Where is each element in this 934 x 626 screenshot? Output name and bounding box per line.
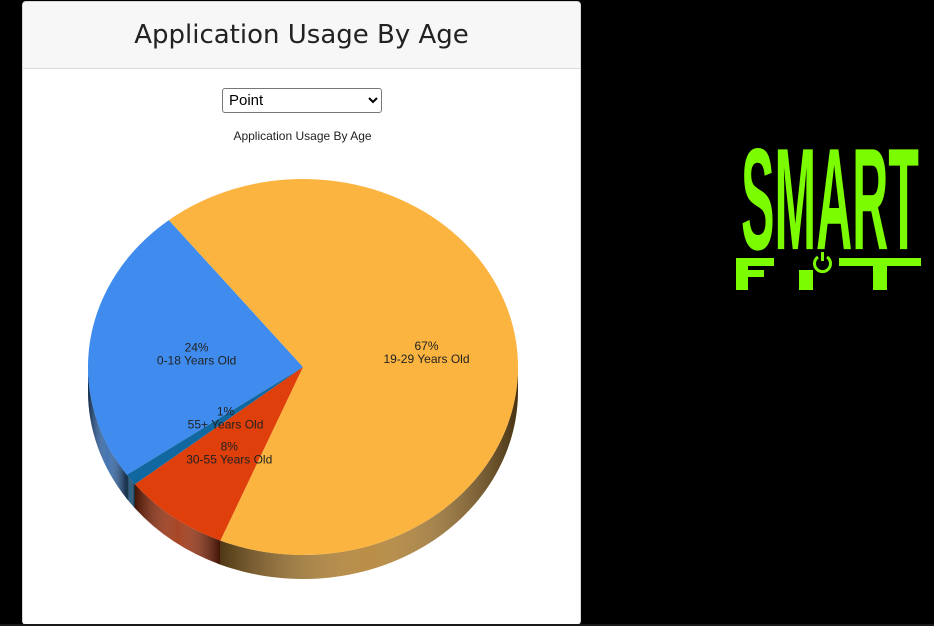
pie-slice-19-29-years-old[interactable] [168,179,518,555]
pie-label-value: 24% [185,341,209,355]
pie-labels: 24% 0-18 Years Old 67% 19-29 Years Old 8% 30-… [157,339,470,467]
pie-side-shade [126,474,135,509]
pie-chart: 24% 0-18 Years Old 67% 19-29 Years Old 8% 30-… [88,179,518,579]
pie-label-name: 55+ Years Old [188,418,264,432]
pie-label-value: 67% [414,339,438,353]
pie-slice-30-55-years-old[interactable] [134,367,303,541]
pie-side-shade [88,367,127,499]
pie-label-value: 1% [217,405,235,419]
pie-label: 24% 0-18 Years Old [157,341,236,368]
pie-label-value: 8% [221,440,239,454]
pie-label: 67% 19-29 Years Old [383,339,469,366]
pie-label-name: 0-18 Years Old [157,354,236,368]
chart-type-select[interactable]: Point [222,88,382,113]
pie-side-shade [220,367,518,579]
card-header: Application Usage By Age [23,2,580,69]
smart-fit-logo: SMART [736,118,921,290]
pie-label-name: 30-55 Years Old [186,453,272,467]
pie-label: 8% 30-55 Years Old [186,440,272,467]
pie-slices [88,179,518,555]
pie-label: 1% 55+ Years Old [188,405,264,432]
chart-title: Application Usage By Age [233,129,372,143]
pie-sides [88,367,518,579]
pie-slice-55-years-old[interactable] [126,367,303,485]
pie-slice-0-18-years-old[interactable] [88,220,304,475]
logo-word-fit [736,252,921,290]
logo-word-smart: SMART [741,118,919,280]
pie-side-shade [134,484,221,565]
bottom-bar [0,624,934,626]
pie-label-name: 19-29 Years Old [383,352,469,366]
chart-card: Application Usage By Age Point Applicati… [22,1,581,625]
chart-type-select-wrap: Point [222,88,382,113]
card-title: Application Usage By Age [134,20,469,50]
